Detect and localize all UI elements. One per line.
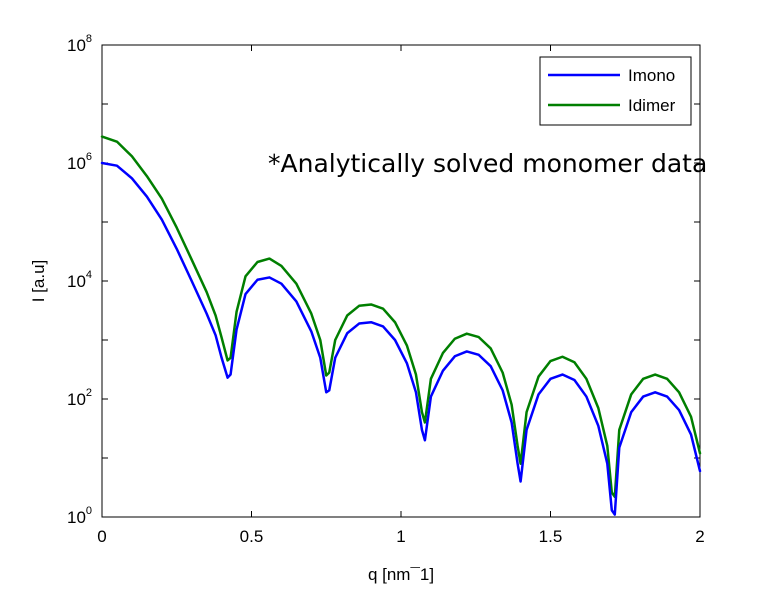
legend-box xyxy=(539,56,692,126)
y-tick-label: 106 xyxy=(67,151,92,173)
y-tick-label: 100 xyxy=(67,505,92,527)
legend: Imono Idimer xyxy=(539,56,692,126)
y-axis-title: I [a.u] xyxy=(29,260,48,303)
series-line-imono xyxy=(100,161,702,516)
x-tick-label: 2 xyxy=(695,527,704,546)
y-axis: 100 102 104 106 108 xyxy=(67,33,700,527)
x-axis: 0 0.5 1 1.5 2 xyxy=(97,45,705,546)
x-tick-label: 0.5 xyxy=(240,527,264,546)
annotation-text: *Analytically solved monomer data xyxy=(268,149,707,178)
legend-label-imono: Imono xyxy=(628,66,675,85)
series-line-idimer xyxy=(100,135,702,499)
series-layer xyxy=(100,135,702,516)
y-tick-label: 104 xyxy=(67,269,92,291)
legend-label-idimer: Idimer xyxy=(628,96,676,115)
x-tick-label: 0 xyxy=(97,527,106,546)
x-tick-label: 1 xyxy=(396,527,405,546)
y-tick-label: 108 xyxy=(67,33,92,55)
y-tick-label: 102 xyxy=(67,387,92,409)
x-axis-title: q [nm¯1] xyxy=(368,565,434,584)
x-tick-label: 1.5 xyxy=(539,527,563,546)
